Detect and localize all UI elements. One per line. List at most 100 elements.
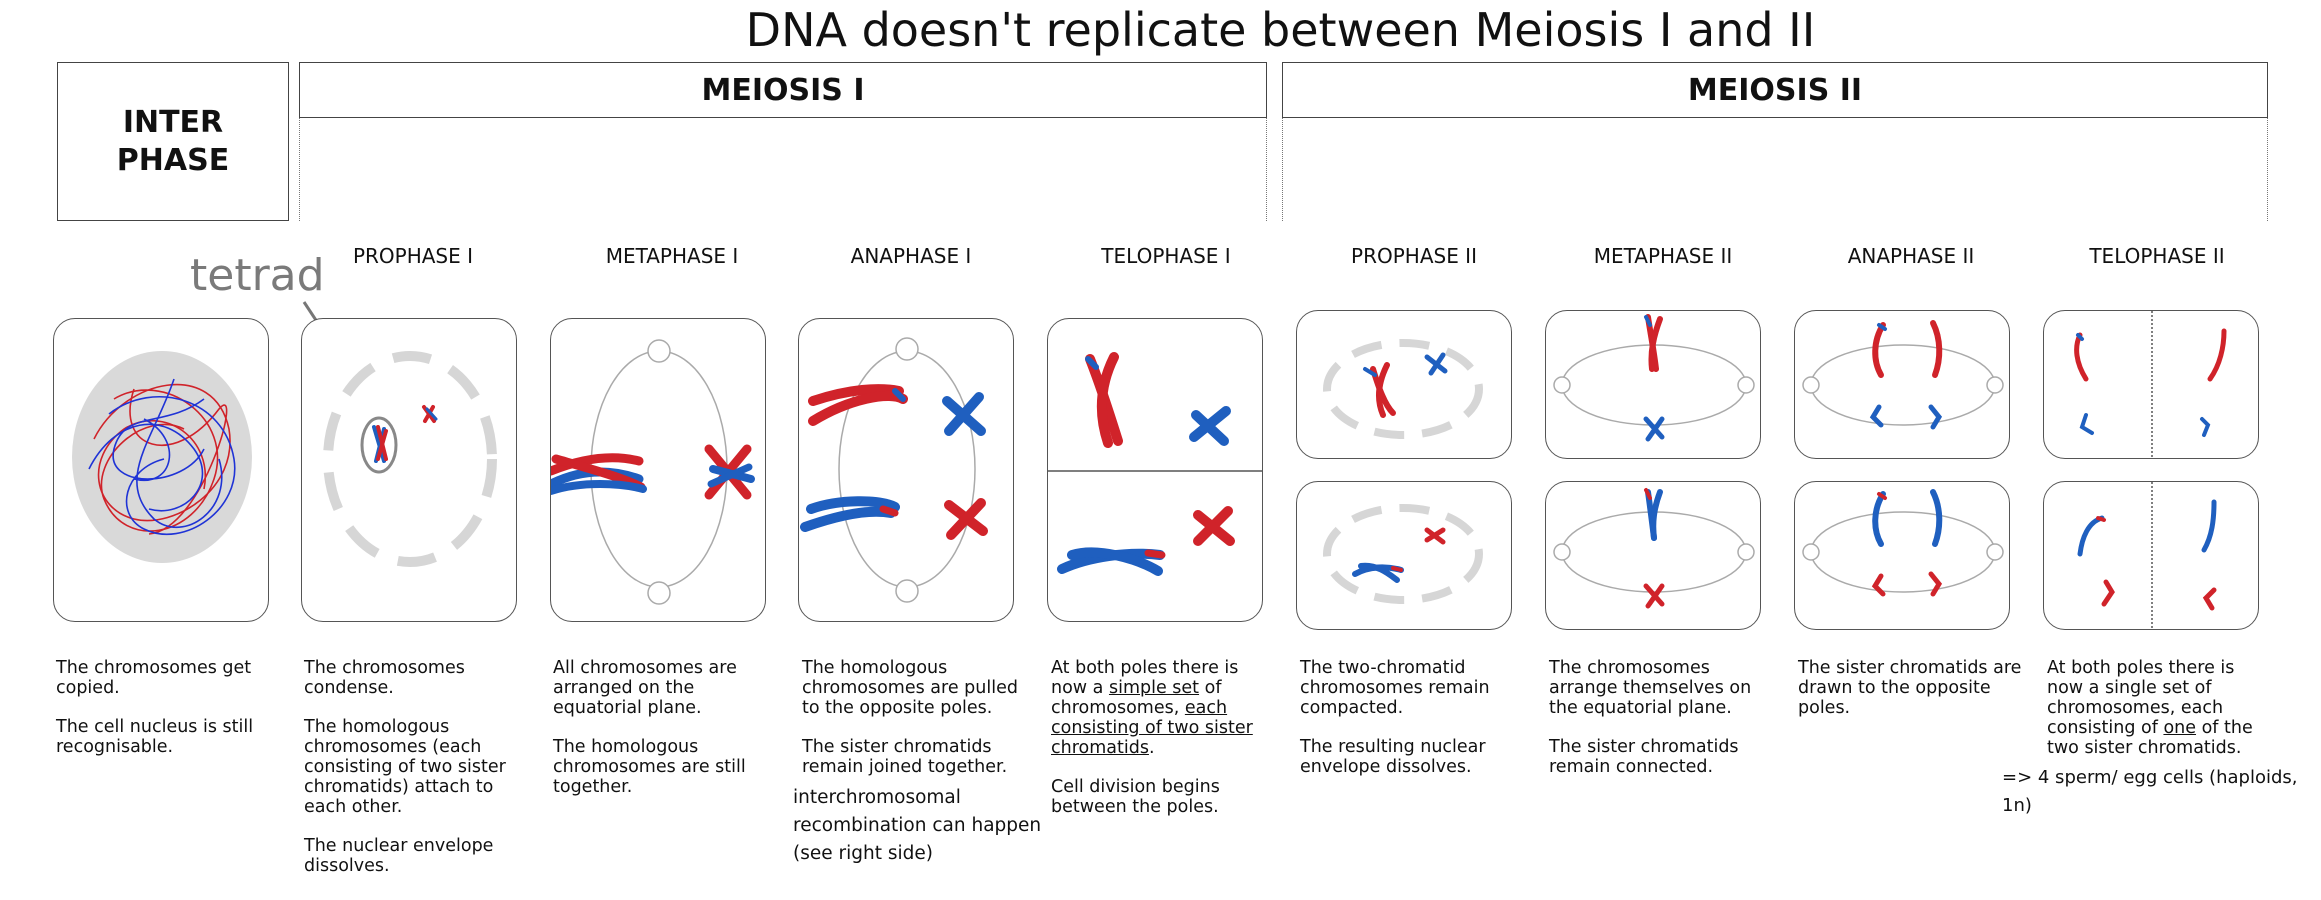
tetrad-circle — [360, 416, 398, 474]
tetrad-chromosomes — [372, 405, 438, 463]
stage-label-anaphase-1: ANAPHASE I — [850, 244, 972, 268]
anaphase-2-bottom-drawing — [1802, 489, 2004, 597]
recombination-note: interchromosomal recombination can happe… — [793, 787, 1042, 864]
tetrad-label: tetrad — [190, 250, 325, 301]
desc-text: The chromosomes condense. — [304, 658, 465, 698]
desc-text: The sister chromatids remain connected. — [1549, 737, 1739, 777]
cell-anaphase-1 — [798, 318, 1014, 622]
desc-text: The chromosomes get copied. — [56, 658, 252, 698]
prophase-2-bottom-drawing — [1323, 504, 1483, 604]
meiosis-1-header: MEIOSIS I — [299, 62, 1267, 118]
cell-prophase-2-bottom — [1296, 481, 1512, 630]
envelope — [1323, 339, 1483, 439]
desc-text: The chromosomes arrange themselves on th… — [1549, 658, 1752, 718]
separating-chromosomes — [800, 384, 988, 540]
prophase-1-drawing — [323, 351, 497, 567]
cell-metaphase-2-top — [1545, 310, 1761, 459]
envelope — [1323, 504, 1483, 604]
cell-metaphase-1 — [550, 318, 766, 622]
chromosomes — [2074, 328, 2227, 437]
prophase-2-top-drawing — [1323, 339, 1483, 439]
desc-metaphase-2: The chromosomes arrange themselves on th… — [1549, 658, 1775, 796]
desc-fragment: At both poles there is now a — [1051, 658, 1239, 698]
title-text: DNA doesn't replicate between Meiosis I … — [745, 3, 1816, 57]
chromosomes — [1643, 314, 1665, 442]
cell-telophase-1 — [1047, 318, 1263, 622]
desc-fragment: . — [1148, 738, 1155, 758]
telophase-2-bottom-drawing — [2077, 482, 2217, 629]
centrosome-right — [1986, 376, 2004, 394]
cell-telophase-2-top — [2043, 310, 2259, 459]
centrosome-bottom — [895, 579, 919, 603]
stage-label-telophase-2: TELOPHASE II — [2089, 244, 2225, 268]
chromosomes — [1363, 352, 1448, 418]
meiosis-2-header: MEIOSIS II — [1282, 62, 2268, 118]
page-title: DNA doesn't replicate between Meiosis I … — [0, 0, 2321, 60]
meiosis-1-left-bracket — [299, 118, 300, 221]
meiosis-2-label: MEIOSIS II — [1687, 72, 1863, 108]
desc-anaphase-2: The sister chromatids are drawn to the o… — [1798, 658, 2024, 737]
chromosomes — [1871, 489, 1943, 597]
meiosis-1-label: MEIOSIS I — [701, 72, 865, 108]
desc-text: The resulting nuclear envelope dissolves… — [1300, 737, 1486, 777]
meiosis-1-right-bracket — [1266, 118, 1267, 221]
metaphase-2-top-drawing — [1553, 314, 1755, 442]
desc-text: The cell nucleus is still recognisable. — [56, 717, 254, 757]
centrosome-left — [1553, 543, 1571, 561]
anaphase-1-drawing — [800, 337, 988, 603]
desc-text: The homologous chromosomes are pulled to… — [802, 658, 1018, 718]
interphase-line-1: INTER — [122, 104, 224, 140]
desc-anaphase-1: The homologous chromosomes are pulled to… — [802, 658, 1032, 777]
stage-label-prophase-1: PROPHASE I — [352, 244, 474, 268]
centrosome-left — [1802, 543, 1820, 561]
desc-text: The homologous chromosomes (each consist… — [304, 717, 506, 817]
desc-prophase-1: The chromosomes condense. The homologous… — [304, 658, 536, 895]
desc-text: The nuclear envelope dissolves. — [304, 836, 494, 876]
desc-fragment: At both poles there is now a single set … — [2047, 658, 2235, 738]
meiosis-2-left-bracket — [1282, 118, 1283, 221]
telophase-1-drawing — [1048, 352, 1262, 576]
desc-underlined: simple set — [1108, 678, 1200, 698]
result-note: => 4 sperm/ egg cells (haploids, 1n) — [2002, 767, 2298, 816]
metaphase-1-drawing — [551, 339, 755, 605]
daughter-chromosomes — [1057, 352, 1235, 576]
cell-prophase-2-top — [1296, 310, 1512, 459]
desc-text: At both poles there is now a simple set … — [1051, 658, 1273, 758]
desc-text: The sister chromatids remain joined toge… — [802, 737, 1008, 777]
stage-label-telophase-1: TELOPHASE I — [1101, 244, 1231, 268]
cell-anaphase-2-top — [1794, 310, 2010, 459]
desc-text: At both poles there is now a single set … — [2047, 658, 2273, 758]
desc-telophase-1: At both poles there is now a simple set … — [1051, 658, 1273, 836]
telophase-2-top-drawing — [2074, 311, 2227, 458]
nucleus-shape — [72, 351, 252, 563]
equatorial-chromosomes — [551, 444, 755, 500]
desc-underlined: each consisting of two sister chromatids — [1051, 698, 1253, 758]
desc-text: The two-chromatid chromosomes remain com… — [1300, 658, 1490, 718]
centrosome-right — [1986, 543, 2004, 561]
centrosome-left — [1553, 376, 1571, 394]
desc-interphase: The chromosomes get copied. The cell nuc… — [56, 658, 291, 776]
tangled-chromatin — [88, 378, 236, 535]
chromosomes — [1643, 488, 1665, 609]
chromosomes — [1869, 320, 1943, 430]
stage-label-anaphase-2: ANAPHASE II — [1847, 244, 1975, 268]
desc-text: The homologous chromosomes are still tog… — [553, 737, 746, 797]
desc-underlined: one — [2163, 718, 2197, 738]
cell-telophase-2-bottom — [2043, 481, 2259, 630]
stage-label-metaphase-1: METAPHASE I — [605, 244, 739, 268]
meiosis-2-right-bracket — [2267, 118, 2268, 221]
centrosome-top — [647, 339, 671, 363]
stage-label-prophase-2: PROPHASE II — [1351, 244, 1477, 268]
desc-fragment: of chromosomes, — [1051, 678, 1222, 718]
centrosome-top — [895, 337, 919, 361]
anaphase-2-top-drawing — [1802, 320, 2004, 430]
centrosome-right — [1737, 376, 1755, 394]
desc-telophase-2: At both poles there is now a single set … — [2047, 658, 2273, 758]
cell-metaphase-2-bottom — [1545, 481, 1761, 630]
interphase-line-2: PHASE — [116, 142, 230, 178]
interphase-header: INTER PHASE — [57, 62, 289, 221]
desc-prophase-2: The two-chromatid chromosomes remain com… — [1300, 658, 1526, 796]
chromosomes — [2077, 499, 2217, 611]
centrosome-right — [1737, 543, 1755, 561]
dissolving-envelope — [323, 351, 497, 567]
